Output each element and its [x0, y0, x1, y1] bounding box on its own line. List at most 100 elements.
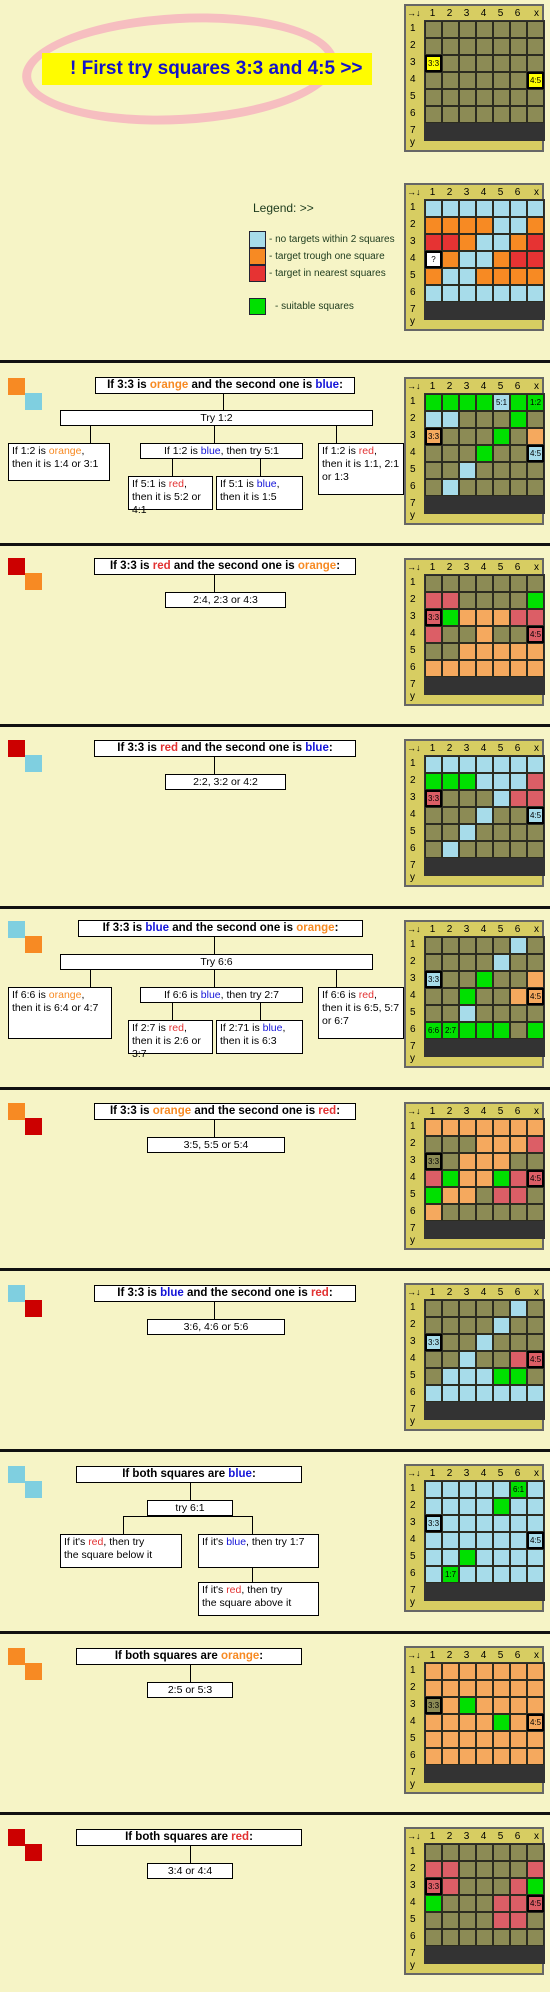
board-cell: [493, 1697, 510, 1714]
board-cell: [476, 824, 493, 841]
board-cell: [527, 1022, 544, 1039]
board-cell: [476, 1912, 493, 1929]
board-cell: [510, 428, 527, 445]
board-cell: [493, 1153, 510, 1170]
text-line: If 6:6 is orange,: [12, 989, 108, 1002]
board-cell: [493, 807, 510, 824]
board-cell: [527, 234, 544, 251]
board-cell: [527, 937, 544, 954]
row-header: 3: [410, 611, 416, 622]
text-line: the square below it: [64, 1549, 153, 1561]
text-segment: ,: [373, 989, 377, 1001]
column-header: 4: [480, 743, 487, 754]
board-cell: [493, 106, 510, 123]
board-cell: [527, 38, 544, 55]
board-cell: [459, 1351, 476, 1368]
row-header: 5: [410, 1370, 416, 1381]
board-cell: [510, 1663, 527, 1680]
board-cell: [527, 790, 544, 807]
row-header: 5: [410, 1733, 416, 1744]
board-cell: [510, 411, 527, 428]
board-cell: [527, 217, 544, 234]
board-cell: [493, 1351, 510, 1368]
row-header: 7: [410, 498, 416, 509]
text-segment: ,: [81, 445, 85, 457]
board-cell: [476, 234, 493, 251]
connector-line: [123, 1516, 124, 1534]
row-header: 3: [410, 973, 416, 984]
board-cell: [442, 1300, 459, 1317]
board-cell: [476, 756, 493, 773]
board-cell: [425, 1566, 442, 1583]
column-header: 3: [463, 1468, 470, 1479]
text-segment: :: [339, 379, 343, 391]
color-swatch-second: [25, 755, 42, 772]
board-cells: 3:3 4:5: [424, 1118, 545, 1239]
connector-line: [190, 1846, 191, 1863]
section-4-right-box: If 6:6 is red, then it is 6:5, 5:7 or 6:7: [318, 987, 404, 1039]
board-cell: [527, 592, 544, 609]
text-segment: orange: [152, 1105, 192, 1117]
section-1-middle-left-box: If 5:1 is red, then it is 5:2 or 4:1: [128, 476, 213, 516]
row-header: 7: [410, 125, 416, 136]
row-header: 2: [410, 1138, 416, 1149]
column-header: 5: [497, 562, 504, 573]
column-header: 3: [463, 924, 470, 935]
text-segment: red: [88, 1536, 104, 1548]
board-cell: [510, 217, 527, 234]
board-cell: [510, 954, 527, 971]
connector-line: [172, 459, 173, 476]
row-header: 2: [410, 775, 416, 786]
board-cell: [510, 807, 527, 824]
connector-line: [260, 459, 261, 476]
board-cell: [459, 89, 476, 106]
connector-line: [90, 426, 91, 443]
board-cell: [476, 268, 493, 285]
board-cell: [493, 1878, 510, 1895]
board-cell: [476, 1204, 493, 1221]
board-cell: [476, 937, 493, 954]
board-cell: [476, 1317, 493, 1334]
row-header: 2: [410, 1863, 416, 1874]
board-cell: [527, 1300, 544, 1317]
board-cell: [493, 72, 510, 89]
section-1-left-box: If 1:2 is orange, then it is 1:4 or 3:1: [8, 443, 110, 481]
board-cell: [527, 1317, 544, 1334]
section-6-heading: If 3:3 is blue and the second one is red…: [94, 1285, 356, 1302]
board-cell: [425, 1170, 442, 1187]
corner-arrows-label: →↓: [407, 1106, 421, 1116]
board-cell: [442, 1515, 459, 1532]
text-line: If it's red, then try: [64, 1536, 178, 1549]
column-header: 5: [497, 1287, 504, 1298]
x-axis-label: x: [534, 1831, 539, 1842]
x-axis-label: x: [534, 1106, 539, 1117]
connector-line: [214, 575, 215, 592]
board-cell: [510, 106, 527, 123]
row-header: 5: [410, 1189, 416, 1200]
board-cells: 3:3 4:5: [424, 1843, 545, 1964]
column-header: 3: [463, 1650, 470, 1661]
column-header: 5: [497, 924, 504, 935]
board-cell: [527, 575, 544, 592]
board-cell: 3:3: [425, 1334, 442, 1351]
board-cell: [442, 592, 459, 609]
board-cell: [476, 954, 493, 971]
column-header: 4: [480, 1287, 487, 1298]
text-segment: If both squares are: [114, 1650, 221, 1662]
board-cell: [442, 575, 459, 592]
row-header: 6: [410, 481, 416, 492]
board-cell: [527, 89, 544, 106]
board-cell: [476, 285, 493, 302]
text-segment: If both squares are: [122, 1468, 229, 1480]
board-cell: [442, 411, 459, 428]
color-swatch-first: [8, 558, 25, 575]
row-header: 6: [410, 1024, 416, 1035]
board-cell: [527, 1515, 544, 1532]
board-cell: [442, 234, 459, 251]
board-cell: [510, 268, 527, 285]
board-cell: [476, 1844, 493, 1861]
row-header: 2: [410, 219, 416, 230]
text-segment: and the second one is: [178, 742, 306, 754]
text-line: then it is 1:4 or 3:1: [12, 458, 99, 470]
text-line: If it's red, then try: [202, 1584, 315, 1597]
